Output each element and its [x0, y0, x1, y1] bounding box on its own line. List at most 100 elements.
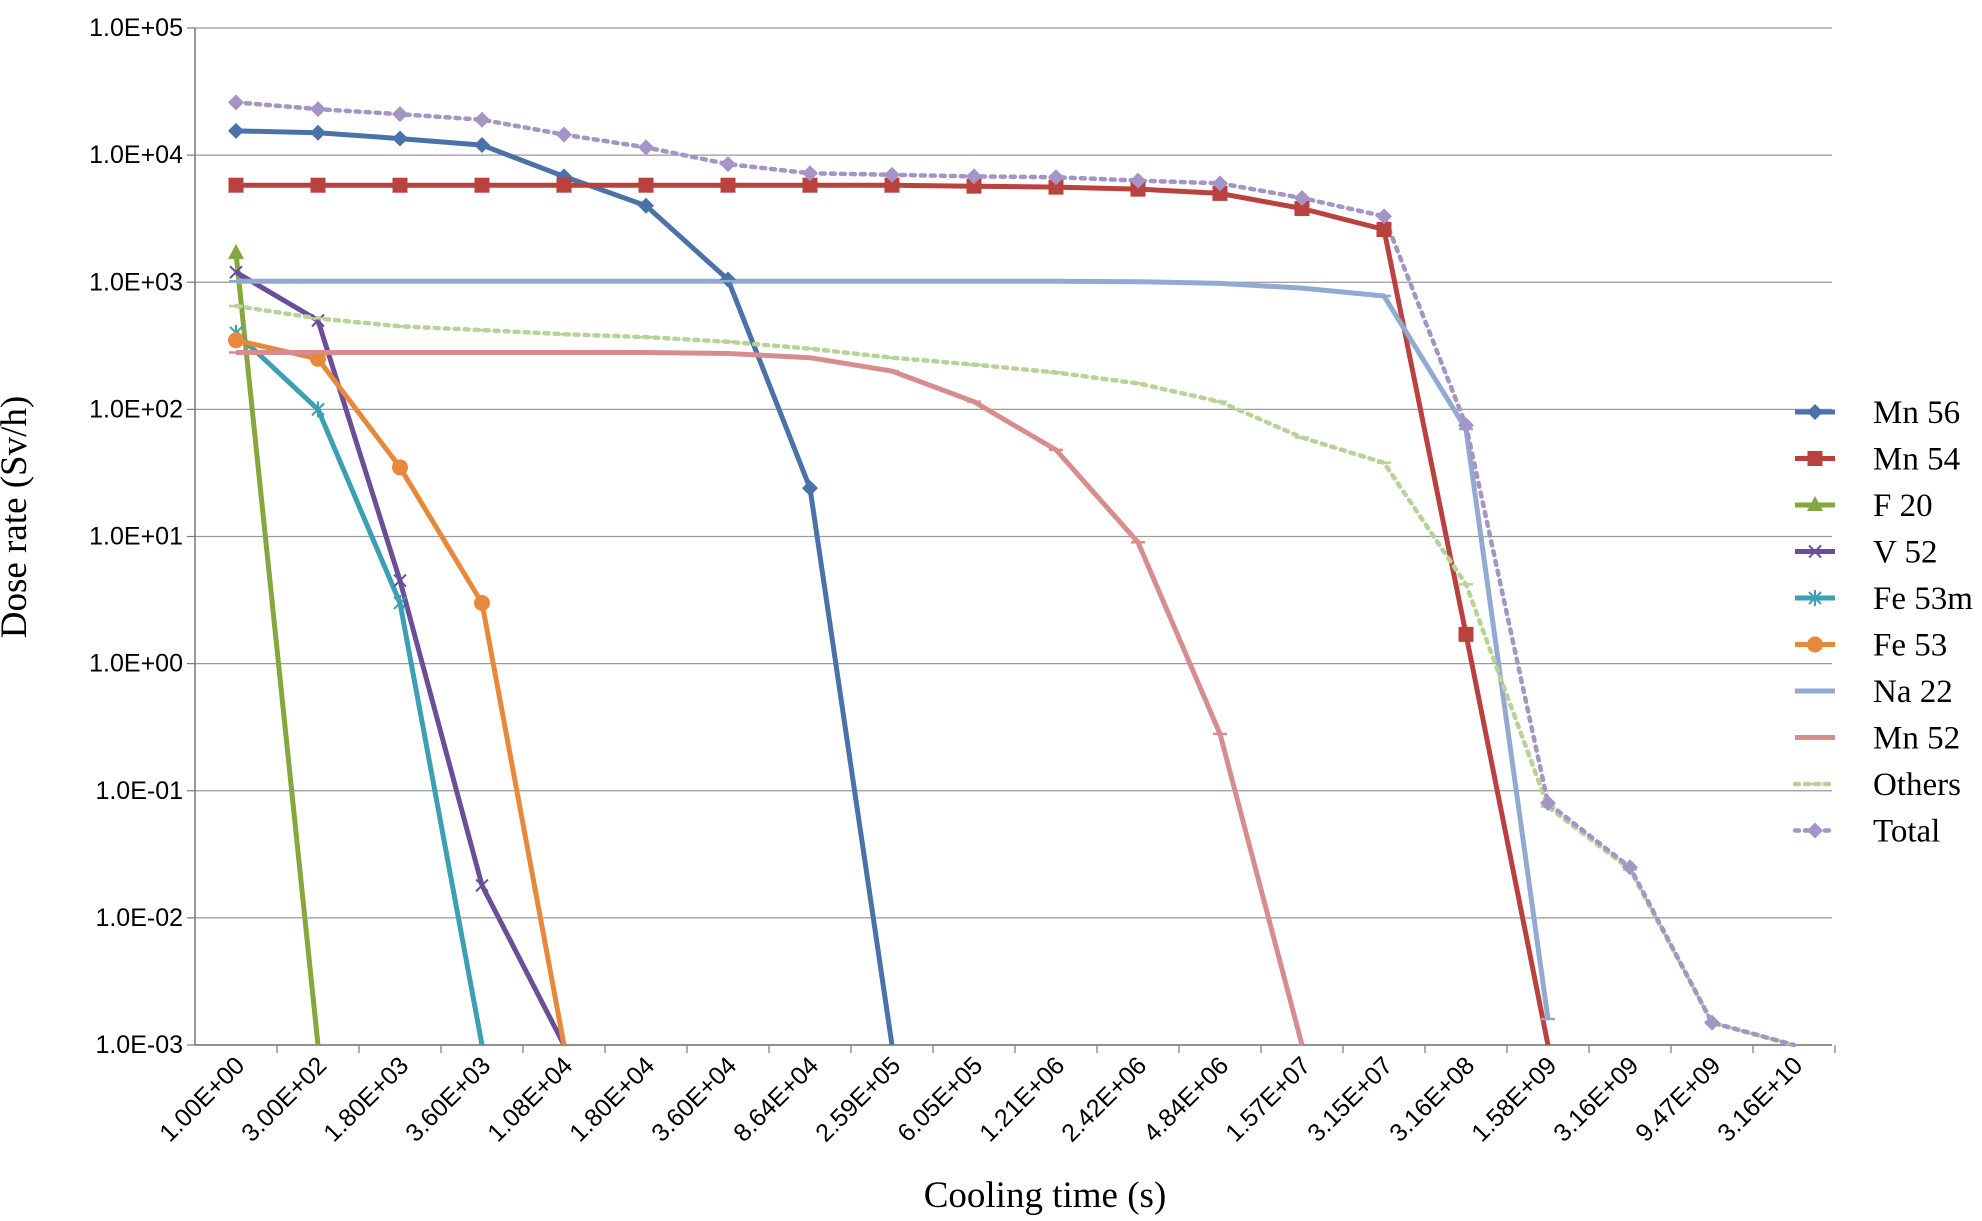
legend-marker	[1807, 636, 1823, 653]
y-tick-label: 1.0E-02	[95, 904, 183, 932]
data-point-mn-54	[802, 177, 818, 193]
legend-marker	[1807, 404, 1823, 420]
x-tick-label: 1.21E+06	[974, 1051, 1070, 1147]
legend-item-mn-54: Mn 54	[1795, 442, 1960, 478]
data-point-total	[1704, 1014, 1720, 1031]
x-tick-label: 1.58E+09	[1466, 1051, 1562, 1147]
x-tick-labels: 1.00E+003.00E+021.80E+033.60E+031.08E+04…	[154, 1051, 1808, 1147]
data-point-total	[638, 139, 654, 156]
data-point-mn-56	[474, 137, 490, 154]
legend-item-na-22: Na 22	[1795, 674, 1953, 710]
data-point-mn-54	[1294, 201, 1310, 217]
data-point-mn-54	[1458, 626, 1474, 642]
legend-item-mn-56: Mn 56	[1795, 395, 1960, 431]
legend-item-v-52: V 52	[1795, 535, 1938, 571]
x-tick-label: 8.64E+04	[728, 1051, 824, 1147]
data-point-total	[1622, 859, 1638, 876]
data-point-v-52	[475, 878, 489, 893]
data-point-mn-54	[228, 177, 244, 193]
data-point-total	[228, 94, 244, 111]
y-tick-labels: 1.0E+05 1.0E+04 1.0E+03 1.0E+02 1.0E+01 1.0E+…	[89, 14, 183, 1059]
legend-label: Total	[1873, 814, 1940, 850]
x-tick-label: 2.59E+05	[810, 1051, 906, 1147]
data-point-fe-53m	[393, 594, 407, 611]
legend-item-mn-52: Mn 52	[1795, 721, 1960, 757]
data-point-mn-54	[1048, 179, 1064, 195]
legend-label: Na 22	[1873, 674, 1953, 710]
x-tick-label: 9.47E+09	[1630, 1051, 1726, 1147]
legend-marker	[1808, 590, 1822, 606]
y-tick-label: 1.0E+00	[89, 650, 183, 678]
x-tick-label: 6.05E+05	[892, 1051, 988, 1147]
series-line-na-22	[236, 278, 1551, 1020]
x-tick-label: 3.16E+08	[1384, 1051, 1480, 1147]
y-tick-label: 1.0E+03	[89, 268, 183, 296]
data-point-mn-54	[1212, 185, 1228, 201]
data-point-total	[556, 126, 572, 143]
gridlines	[187, 27, 1832, 1046]
data-point-total	[802, 165, 818, 182]
data-point-mn-54	[1376, 221, 1392, 237]
data-point-total	[1458, 417, 1474, 434]
data-point-total	[720, 156, 736, 173]
data-point-mn-56	[392, 130, 408, 147]
y-tick-label: 1.0E-01	[95, 777, 183, 805]
legend-marker	[1807, 822, 1823, 839]
data-point-total	[474, 111, 490, 128]
legend-marker	[1808, 544, 1822, 559]
x-tick-label: 1.57E+07	[1220, 1051, 1316, 1147]
legend-label: V 52	[1873, 535, 1938, 571]
data-point-mn-54	[1130, 181, 1146, 197]
x-tick-label: 1.00E+00	[154, 1051, 250, 1147]
x-tick-label: 3.15E+07	[1302, 1051, 1398, 1147]
legend-label: Mn 56	[1873, 395, 1960, 431]
data-point-total	[1212, 175, 1228, 192]
data-point-total	[1048, 169, 1064, 186]
data-point-fe-53	[310, 350, 326, 367]
series-line-v-52	[234, 270, 567, 1047]
legend-item-others: Others	[1792, 767, 1961, 803]
y-tick-label: 1.0E+01	[89, 523, 183, 551]
y-axis-title: Dose rate (Sv/h)	[0, 396, 35, 639]
y-tick-label: 1.0E+02	[89, 395, 183, 423]
data-point-total	[1540, 795, 1556, 812]
data-point-mn-54	[720, 177, 736, 193]
data-point-total	[1376, 208, 1392, 225]
legend-label: Fe 53	[1873, 628, 1947, 664]
data-point-mn-54	[392, 177, 408, 193]
data-point-mn-56	[228, 122, 244, 139]
legend-item-total: Total	[1792, 814, 1940, 850]
data-point-mn-54	[638, 177, 654, 193]
legend-marker	[1807, 496, 1823, 511]
legend-item-f-20: F 20	[1795, 488, 1933, 524]
data-point-mn-54	[556, 177, 572, 193]
data-point-total	[310, 101, 326, 118]
data-point-mn-54	[966, 178, 982, 194]
legend-label: F 20	[1873, 488, 1933, 524]
x-axis-title: Cooling time (s)	[924, 1175, 1167, 1216]
x-tick-label: 1.80E+04	[564, 1051, 660, 1147]
data-point-v-52	[393, 573, 407, 588]
series-line-fe-53m	[234, 330, 485, 1046]
legend-label: Others	[1873, 767, 1961, 803]
data-point-mn-56	[638, 197, 654, 214]
legend-label: Fe 53m	[1873, 581, 1973, 617]
legend-label: Mn 54	[1873, 442, 1960, 478]
legend: Mn 56 Mn 54 F 20 V 52 Fe 53m Fe 53 Na 22 Mn 52 O…	[1792, 395, 1973, 850]
legend-item-fe-53m: Fe 53m	[1795, 581, 1973, 617]
y-tick-label: 1.0E+04	[89, 141, 183, 169]
x-tick-label: 3.60E+03	[400, 1051, 496, 1147]
x-tick-label: 3.60E+04	[646, 1051, 742, 1147]
legend-label: Mn 52	[1873, 721, 1960, 757]
data-point-fe-53	[228, 332, 244, 349]
data-point-fe-53	[474, 594, 490, 611]
data-point-v-52	[229, 265, 243, 279]
data-point-total	[884, 166, 900, 183]
data-point-total	[966, 168, 982, 185]
x-tick-label: 1.80E+03	[318, 1051, 414, 1147]
series-line-others	[233, 303, 1797, 1048]
series-line-fe-53	[235, 337, 567, 1046]
legend-marker	[1807, 451, 1823, 466]
series-line-f-20	[233, 252, 321, 1046]
x-tick-label: 2.42E+06	[1056, 1051, 1152, 1147]
